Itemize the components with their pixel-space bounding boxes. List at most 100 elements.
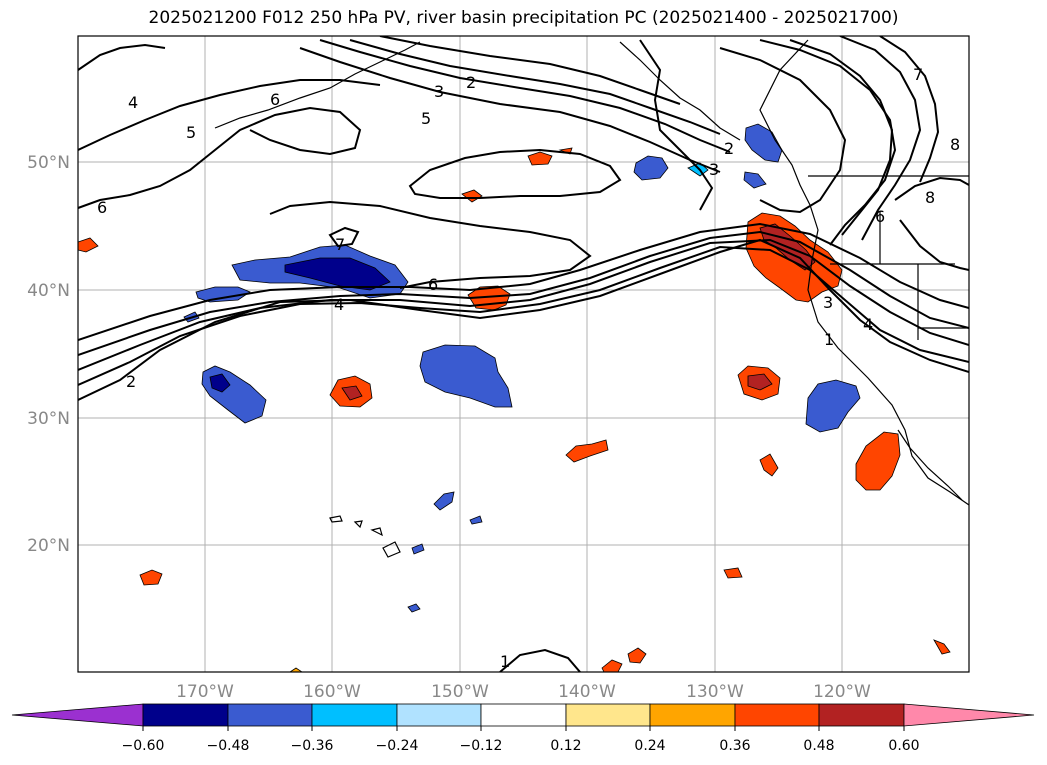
blue-blob-alaska-gulf <box>633 155 669 181</box>
red-blob-south-1 <box>139 569 163 586</box>
colorbar-tick-label: 0.60 <box>888 738 919 754</box>
colorbar-segment <box>565 703 651 727</box>
latitude-labels: 50°N 40°N 30°N 20°N <box>27 153 70 556</box>
colorbar-segment <box>649 703 736 727</box>
contour-label: 5 <box>421 109 431 128</box>
colorbar-segment <box>396 703 482 727</box>
colorbar-tick-label: 0.36 <box>719 738 750 754</box>
red-blob-127w <box>759 453 779 477</box>
blue-blob-hawaii-1 <box>433 491 455 511</box>
colorbar-tick-label: −0.60 <box>122 738 165 754</box>
blue-blob-coast-bc <box>744 123 783 163</box>
lon-label: 140°W <box>558 682 616 702</box>
coastlines <box>214 39 969 558</box>
pv-contour-jet-2 <box>319 39 731 153</box>
contour-label: 6 <box>97 198 107 217</box>
colorbar-tick-label: −0.12 <box>460 738 503 754</box>
red-blob-south-5 <box>289 667 303 672</box>
red-blob-140w <box>565 439 609 463</box>
longitude-labels: 170°W 160°W 150°W 140°W 130°W 120°W <box>176 682 871 702</box>
contour-labels: 4 5 6 6 2 3 5 2 3 7 8 8 6 7 6 4 2 3 4 1 … <box>97 65 960 671</box>
lon-label: 150°W <box>431 682 489 702</box>
blue-blob-west <box>195 286 251 303</box>
lat-label: 50°N <box>27 153 70 173</box>
contour-label: 3 <box>434 82 444 101</box>
red-blob-south-4 <box>601 659 623 672</box>
red-blob-south-6 <box>933 639 951 655</box>
colorbar-segment <box>480 703 567 727</box>
contour-label: 1 <box>824 330 834 349</box>
blue-blob-150w <box>419 344 513 408</box>
blue-blob-hawaii-3 <box>411 543 425 555</box>
precip-negative-areas <box>183 123 861 613</box>
contour-label: 5 <box>186 123 196 142</box>
hawaii-3 <box>370 527 383 537</box>
blue-blob-coast-bc-2 <box>743 171 767 189</box>
colorbar-segment <box>227 703 313 727</box>
pv-contour-ridge-4 <box>839 36 922 241</box>
pv-contour-low-1 <box>499 648 581 672</box>
blue-blob-30n-west-core <box>209 373 231 393</box>
contour-label: 2 <box>466 73 476 92</box>
colorbar-segment <box>142 703 229 727</box>
red-blob-north-1 <box>527 151 553 166</box>
contour-label: 1 <box>500 652 510 671</box>
lat-label: 40°N <box>27 281 70 301</box>
contour-label: 6 <box>428 275 438 294</box>
pv-contour-2 <box>78 238 969 401</box>
contour-label: 6 <box>270 90 280 109</box>
lon-label: 160°W <box>303 682 361 702</box>
pv-contour-ridge-5 <box>879 36 940 183</box>
pv-contour-north-4 <box>408 148 622 199</box>
red-blob-160w-core <box>341 385 363 401</box>
baja-coast <box>897 429 963 501</box>
colorbar-tick-label: 0.24 <box>634 738 665 754</box>
hawaii-4 <box>382 541 401 558</box>
contour-label: 3 <box>709 160 719 179</box>
colorbar <box>11 703 1035 727</box>
contour-label: 4 <box>863 315 873 334</box>
pv-contour-jet-4 <box>379 36 681 105</box>
lon-label: 170°W <box>176 682 234 702</box>
colorbar-tick-label: −0.36 <box>291 738 334 754</box>
pv-contour-high-8b <box>899 219 969 271</box>
colorbar-labels: −0.60 −0.48 −0.36 −0.24 −0.12 0.12 0.24 … <box>122 738 920 754</box>
pv-contour-north-1 <box>78 106 362 209</box>
red-blob-edge-west <box>78 237 99 253</box>
contour-label: 2 <box>126 372 136 391</box>
lat-label: 30°N <box>27 409 70 429</box>
pv-contour-ridge-2 <box>789 39 894 236</box>
colorbar-segment <box>311 703 398 727</box>
contour-label: 8 <box>950 135 960 154</box>
contour-label: 4 <box>128 93 138 112</box>
pv-contour-north-2 <box>78 79 381 151</box>
colorbar-tick-label: −0.48 <box>207 738 250 754</box>
red-blob-baja <box>855 431 901 491</box>
pv-contour-3 <box>78 245 969 386</box>
blue-blob-socal <box>805 379 861 433</box>
pv-contour-trough <box>639 39 714 211</box>
red-blob-south-2 <box>723 567 743 579</box>
blue-blob-small-3 <box>407 603 421 613</box>
map-panel: 4 5 6 6 2 3 5 2 3 7 8 8 6 7 6 4 2 3 4 1 … <box>77 35 970 673</box>
contour-label: 2 <box>724 139 734 158</box>
colorbar-ticks <box>142 726 905 731</box>
pv-contours <box>78 36 969 672</box>
pv-contour-north-3 <box>78 43 166 71</box>
colorbar-tick-label: −0.24 <box>376 738 419 754</box>
lon-label: 130°W <box>686 682 744 702</box>
lon-label: 120°W <box>813 682 871 702</box>
pv-contour-6 <box>78 222 969 341</box>
north-america-coast <box>759 39 969 506</box>
blue-blob-hawaii-2 <box>469 515 483 525</box>
colorbar-tick-label: 0.12 <box>550 738 581 754</box>
colorbar-tick-label: 0.48 <box>803 738 834 754</box>
pv-contour-4 <box>78 238 969 371</box>
hawaii-2 <box>353 520 363 529</box>
contour-label: 4 <box>334 295 344 314</box>
contour-label: 6 <box>875 207 885 226</box>
contour-label: 8 <box>925 188 935 207</box>
pv-contour-5 <box>78 230 969 356</box>
contour-label: 3 <box>823 293 833 312</box>
